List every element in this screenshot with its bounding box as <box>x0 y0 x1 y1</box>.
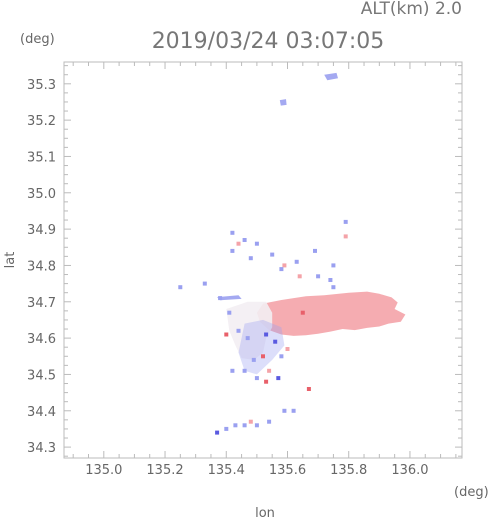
y-tick-label: 35.0 <box>27 187 56 202</box>
echo-speckle-26 <box>273 339 278 344</box>
y-unit-label: (deg) <box>20 32 55 47</box>
echo-regions <box>217 72 406 375</box>
echo-speckle-14 <box>331 263 336 268</box>
echo-speckle-36 <box>306 387 311 391</box>
echo-speckle-28 <box>261 354 265 359</box>
echo-speckle-46 <box>300 310 305 315</box>
x-tick-label: 135.6 <box>269 463 306 478</box>
x-tick-label: 135.4 <box>208 463 245 478</box>
echo-speckles <box>178 219 348 435</box>
echo-region-5 <box>217 295 242 301</box>
echo-speckle-7 <box>282 263 287 268</box>
echo-speckle-18 <box>202 281 207 286</box>
echo-speckle-3 <box>254 241 259 246</box>
echo-speckle-22 <box>236 328 241 333</box>
echo-speckle-6 <box>270 252 275 257</box>
echo-speckle-20 <box>218 296 223 301</box>
y-ticks: 34.3 34.4 34.5 34.6 34.7 34.8 34.9 35.0 35.1 35.2… <box>27 65 462 457</box>
y-tick-label: 35.2 <box>27 114 56 129</box>
echo-speckle-33 <box>264 379 269 384</box>
chart-subtitle: ALT(km) 2.0 <box>361 0 462 19</box>
echo-speckle-0 <box>230 230 235 235</box>
y-tick-label: 34.5 <box>27 368 56 383</box>
echo-speckle-43 <box>224 426 229 431</box>
y-axis-label: lat <box>3 252 18 269</box>
x-tick-label: 135.2 <box>146 463 183 478</box>
y-tick-label: 34.4 <box>27 405 56 420</box>
echo-speckle-21 <box>227 310 232 315</box>
echo-speckle-44 <box>215 430 220 435</box>
echo-speckle-29 <box>251 357 256 362</box>
x-tick-label: 135.0 <box>85 463 122 478</box>
echo-speckle-9 <box>294 259 299 264</box>
y-tick-label: 34.7 <box>27 296 56 311</box>
echo-speckle-17 <box>331 285 336 290</box>
echo-speckle-11 <box>313 248 317 253</box>
y-tick-label: 34.8 <box>27 259 56 274</box>
echo-speckle-35 <box>242 368 247 373</box>
echo-speckle-34 <box>230 368 235 373</box>
echo-region-3 <box>324 72 338 81</box>
echo-speckle-23 <box>224 332 229 337</box>
echo-speckle-40 <box>242 423 247 428</box>
echo-speckle-32 <box>254 376 259 381</box>
x-tick-label: 136.0 <box>391 463 428 478</box>
echo-speckle-4 <box>230 248 235 253</box>
echo-speckle-16 <box>343 234 348 239</box>
echo-region-0 <box>256 291 406 336</box>
echo-speckle-1 <box>242 238 247 242</box>
y-tick-label: 34.9 <box>27 223 56 238</box>
y-tick-label: 35.3 <box>27 78 56 93</box>
echo-speckle-19 <box>178 285 183 290</box>
echo-speckle-45 <box>248 419 253 424</box>
echo-speckle-41 <box>254 423 259 428</box>
echo-speckle-13 <box>328 278 333 282</box>
echo-speckle-39 <box>233 423 238 428</box>
x-unit-label: (deg) <box>454 485 489 500</box>
echo-speckle-25 <box>264 332 269 337</box>
echo-speckle-37 <box>282 408 287 413</box>
echo-speckle-8 <box>279 267 284 272</box>
echo-speckle-15 <box>343 219 348 224</box>
echo-speckle-24 <box>245 336 250 341</box>
echo-speckle-42 <box>267 419 272 424</box>
plot-area: 135.0 135.2 135.4 135.6 135.8 136.0 34.334.43… <box>27 61 463 478</box>
echo-speckle-5 <box>248 256 253 261</box>
y-tick-label: 34.6 <box>27 332 56 347</box>
echo-region-1 <box>226 301 273 360</box>
plot-frame <box>63 61 463 459</box>
echo-speckle-47 <box>285 347 290 351</box>
x-axis-label: lon <box>255 506 275 521</box>
echo-region-4 <box>279 99 287 106</box>
chart-title: 2019/03/24 03:07:05 <box>152 29 385 54</box>
y-tick-label: 34.3 <box>27 441 56 456</box>
x-ticks: 135.0 135.2 135.4 135.6 135.8 136.0 <box>72 62 457 478</box>
echo-speckle-31 <box>276 376 281 381</box>
echo-region-2 <box>238 319 285 375</box>
echo-speckle-30 <box>267 368 272 373</box>
echo-speckle-2 <box>236 241 241 246</box>
echo-speckle-12 <box>316 274 321 279</box>
y-tick-label: 35.1 <box>27 150 56 165</box>
echo-speckle-10 <box>297 274 302 279</box>
echo-speckle-38 <box>291 408 296 413</box>
x-tick-label: 135.8 <box>330 463 367 478</box>
echo-speckle-27 <box>279 354 284 359</box>
